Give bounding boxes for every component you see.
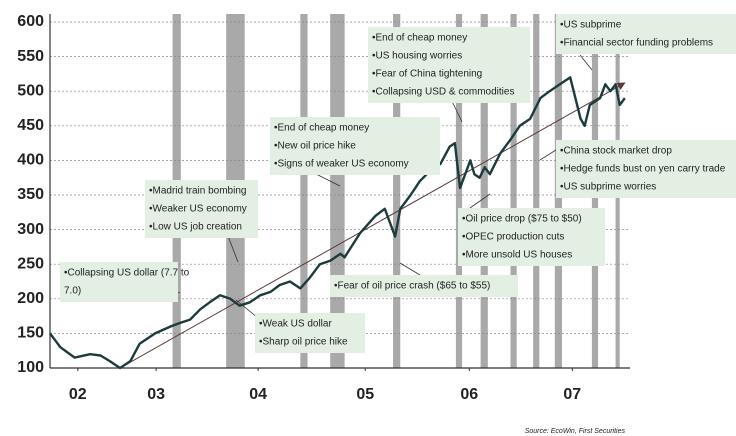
annotation-box xyxy=(556,14,736,54)
annotation-box xyxy=(270,117,440,175)
annotation-text: •New oil price hike xyxy=(274,141,356,152)
x-tick-label: 07 xyxy=(563,386,581,403)
leader-line xyxy=(539,149,557,161)
x-tick-label: 02 xyxy=(69,386,87,403)
annotation-text: •Signs of weaker US economy xyxy=(274,159,409,170)
leader-line xyxy=(235,299,259,319)
y-tick-label: 500 xyxy=(17,82,44,99)
x-tick-label: 06 xyxy=(460,386,478,403)
annotation-text: •End of cheap money xyxy=(274,123,369,134)
shaded-period xyxy=(300,14,308,368)
annotation-text: •US housing worries xyxy=(372,51,462,62)
annotation-text: •More unsold US houses xyxy=(462,250,572,261)
shaded-period xyxy=(480,14,488,368)
y-tick-label: 450 xyxy=(17,117,44,134)
annotation-text: •Sharp oil price hike xyxy=(259,337,348,348)
annotation-text: •Oil price drop ($75 to $50) xyxy=(462,214,582,225)
annotation-text: •Madrid train bombing xyxy=(149,186,246,197)
annotation-box xyxy=(145,180,258,238)
source-note: Source: EcoWin, First Securities xyxy=(525,428,626,435)
y-tick-label: 550 xyxy=(17,48,44,65)
shaded-period xyxy=(533,14,540,368)
y-tick-label: 600 xyxy=(17,13,44,30)
annotation-text: 7.0) xyxy=(64,286,81,297)
annotation-text: •Collapsing US dollar (7.7 to xyxy=(64,268,190,279)
x-tick-label: 03 xyxy=(147,386,165,403)
y-tick-label: 300 xyxy=(17,221,44,238)
annotation-text: •US subprime worries xyxy=(560,182,656,193)
annotation-text: •China stock market drop xyxy=(560,146,672,157)
trend-line xyxy=(119,82,626,369)
shaded-period xyxy=(455,14,463,368)
annotation-text: •Fear of oil price crash ($65 to $55) xyxy=(334,281,490,292)
x-tick-label: 05 xyxy=(356,386,374,403)
annotation-text: •Financial sector funding problems xyxy=(560,38,713,49)
annotation-text: •Hedge funds bust on yen carry trade xyxy=(560,164,726,175)
y-tick-label: 200 xyxy=(17,290,44,307)
annotation-text: •Fear of China tightening xyxy=(372,69,482,80)
y-tick-label: 150 xyxy=(17,325,44,342)
shaded-period xyxy=(393,14,401,368)
x-tick-label: 04 xyxy=(249,386,267,403)
annotation-text: •US subprime xyxy=(560,20,622,31)
annotation-text: •OPEC production cuts xyxy=(462,232,564,243)
annotation-box xyxy=(60,262,178,302)
annotation-text: •Collapsing USD & commodities xyxy=(372,87,514,98)
annotation-box xyxy=(556,140,736,198)
annotation-box xyxy=(255,313,365,353)
leader-line xyxy=(399,262,421,276)
y-tick-label: 250 xyxy=(17,255,44,272)
y-tick-label: 100 xyxy=(17,359,44,376)
leader-line xyxy=(579,54,593,71)
y-tick-label: 400 xyxy=(17,152,44,169)
shaded-period xyxy=(510,14,517,368)
annotation-box xyxy=(368,27,530,103)
data-line xyxy=(49,76,626,370)
y-tick-label: 350 xyxy=(17,186,44,203)
annotation-text: •Weak US dollar xyxy=(259,319,332,330)
annotation-box xyxy=(330,275,518,297)
annotation-box xyxy=(458,208,605,266)
annotation-text: •Low US job creation xyxy=(149,222,242,233)
annotation-text: •Weaker US economy xyxy=(149,204,247,215)
leader-line xyxy=(469,193,491,209)
annotation-text: •End of cheap money xyxy=(372,33,467,44)
leader-line xyxy=(227,235,239,263)
